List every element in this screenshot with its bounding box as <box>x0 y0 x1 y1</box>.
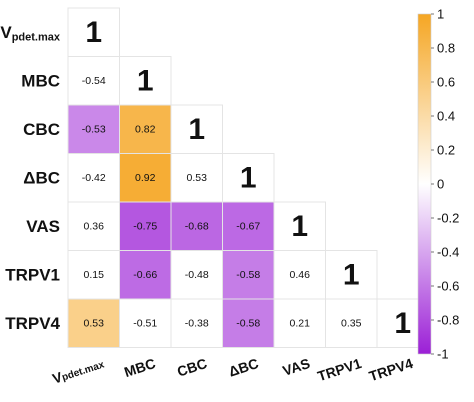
colorbar-tick-label: 0.8 <box>437 41 455 56</box>
heatmap-cell <box>119 250 172 300</box>
cell-value: -0.75 <box>133 220 157 232</box>
colorbar-tick-label: -0.2 <box>437 211 459 226</box>
column-labels: Vpdet.max MBC CBC ΔBC VAS TRPV1 TRPV4 <box>50 355 415 387</box>
cell-value: 0.46 <box>290 269 311 281</box>
cell-value: -0.38 <box>185 317 209 329</box>
diagonal-value: 1 <box>394 307 411 340</box>
row-label: VAS <box>26 217 60 236</box>
row-label: MBC <box>21 71 60 90</box>
cell-value: -0.67 <box>236 220 260 232</box>
row-label: ΔBC <box>23 168 60 187</box>
colorbar-tick-label: 0.4 <box>437 109 455 124</box>
heatmap-cell <box>325 250 378 300</box>
cell-value: 0.53 <box>84 317 105 329</box>
colorbar-gradient <box>417 13 432 355</box>
heatmap-cell <box>67 56 120 106</box>
colorbar-tick-label: 0.2 <box>437 143 455 158</box>
colorbar-tick-label: -0.6 <box>437 279 459 294</box>
heatmap-cell <box>67 298 120 348</box>
column-label: Vpdet.max <box>50 355 106 387</box>
heatmap-cell <box>119 298 172 348</box>
cell-value: -0.42 <box>82 172 106 184</box>
cell-value: -0.51 <box>133 317 157 329</box>
colorbar-tick-label: 0 <box>437 177 444 192</box>
heatmap-cell <box>119 153 172 203</box>
colorbar-tick-label: 0.6 <box>437 75 455 90</box>
column-label: CBC <box>175 355 209 380</box>
cell-value: -0.48 <box>185 269 209 281</box>
diagonal-value: 1 <box>343 258 360 291</box>
row-label: TRPV1 <box>5 265 60 284</box>
cell-value: 0.92 <box>135 172 156 184</box>
cell-value: 0.82 <box>135 123 156 135</box>
heatmap-cell <box>222 153 275 203</box>
cell-value: -0.58 <box>236 317 260 329</box>
heatmap-cell <box>222 250 275 300</box>
column-label: ΔBC <box>227 355 261 380</box>
cell-value: 0.36 <box>84 220 105 232</box>
heatmap-cell <box>119 201 172 251</box>
diagonal-value: 1 <box>240 161 257 194</box>
colorbar-tick-label: -0.8 <box>437 313 459 328</box>
row-label: Vpdet.max <box>0 23 61 44</box>
colorbar-tick-label: -0.4 <box>437 245 459 260</box>
heatmap-cell <box>119 56 172 106</box>
heatmap-cell <box>170 104 223 154</box>
row-label: TRPV4 <box>5 314 60 333</box>
heatmap-cell <box>222 201 275 251</box>
colorbar: 1 0.8 0.6 0.4 0.2 0 -0.2 -0.4 -0.6 -0.8 -1 <box>417 7 459 362</box>
cell-value: 0.21 <box>290 317 311 329</box>
heatmap-cell <box>67 7 120 57</box>
cell-value: 0.35 <box>341 317 362 329</box>
column-label: TRPV1 <box>316 355 364 384</box>
cell-value: -0.58 <box>236 269 260 281</box>
diagonal-value: 1 <box>137 64 154 97</box>
row-label: CBC <box>23 120 60 139</box>
column-label: TRPV4 <box>367 355 415 384</box>
diagonal-value: 1 <box>291 210 308 243</box>
row-labels: Vpdet.max MBC CBC ΔBC VAS TRPV1 TRPV4 <box>0 23 61 333</box>
cell-value: -0.54 <box>82 75 106 87</box>
heatmap-cell <box>170 250 223 300</box>
heatmap-grid: 1 -0.54 1 -0.53 0.82 1 -0.42 0.92 0.53 1 0.36 -0.75… <box>67 7 429 348</box>
colorbar-tick-label: 1 <box>437 7 444 22</box>
cell-value: -0.68 <box>185 220 209 232</box>
heatmap-cell <box>273 250 326 300</box>
heatmap-cell <box>325 298 378 348</box>
column-label: MBC <box>122 355 157 380</box>
heatmap-cell <box>67 250 120 300</box>
heatmap-cell <box>222 298 275 348</box>
cell-value: 0.15 <box>84 269 105 281</box>
column-label: VAS <box>281 355 312 379</box>
colorbar-tick-label: -1 <box>437 347 449 362</box>
cell-value: -0.53 <box>82 123 106 135</box>
diagonal-value: 1 <box>85 16 102 49</box>
cell-value: 0.53 <box>187 172 208 184</box>
cell-value: -0.66 <box>133 269 157 281</box>
diagonal-value: 1 <box>188 113 205 146</box>
